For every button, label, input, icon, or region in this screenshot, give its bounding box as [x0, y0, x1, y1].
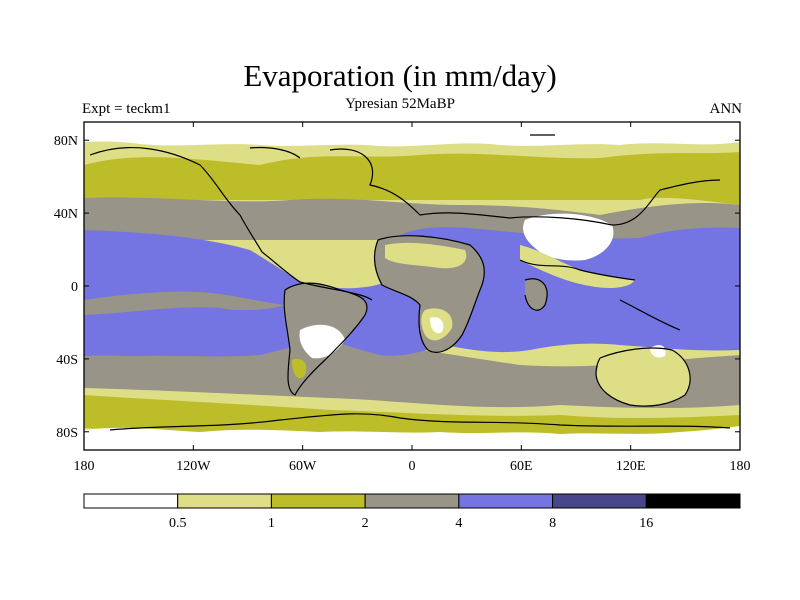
- colorbar-bin: [645, 493, 741, 509]
- lat-tick-label: 40S: [56, 353, 78, 368]
- field-south-asia: [520, 245, 635, 288]
- field-south-america-white: [299, 324, 345, 359]
- colorbar-bin: [552, 493, 647, 509]
- colorbar-label: 16: [639, 516, 653, 531]
- season-label: ANN: [709, 101, 743, 117]
- lon-tick-label: 0: [409, 459, 416, 474]
- latitude-axis: 80N 40N 0 40S 80S: [54, 134, 740, 441]
- colorbar-bin: [177, 493, 272, 509]
- coastlines: [89, 134, 731, 431]
- lat-tick-label: 40N: [54, 207, 78, 222]
- colorbar: 0.5 1 2 4 8 16: [83, 493, 741, 531]
- field-india: [525, 278, 548, 311]
- lon-tick-label: 60W: [289, 459, 317, 474]
- field-gray-equatorial: [84, 291, 285, 315]
- field-sahara: [385, 242, 467, 269]
- colorbar-label: 8: [549, 516, 556, 531]
- lat-tick-label: 80S: [56, 426, 78, 441]
- colorbar-bin: [83, 493, 179, 509]
- colorbar-label: 2: [362, 516, 369, 531]
- colorbar-label: 1: [268, 516, 275, 531]
- colorbar-label: 4: [455, 516, 462, 531]
- map-title: Evaporation (in mm/day): [243, 58, 557, 93]
- lat-tick-label: 80N: [54, 134, 78, 149]
- longitude-axis: 180 120W 60W 0 60E 120E 180: [74, 122, 751, 474]
- evaporation-field: [84, 122, 740, 450]
- field-asia-white: [523, 213, 614, 261]
- lon-tick-label: 120E: [616, 459, 646, 474]
- field-arctic-white: [84, 122, 740, 147]
- colorbar-bin: [458, 493, 554, 509]
- field-patagonia: [292, 358, 307, 379]
- field-olive-north: [84, 152, 740, 205]
- colorbar-bin: [364, 493, 460, 509]
- experiment-label: Expt = teckm1: [82, 101, 171, 117]
- lat-tick-label: 0: [71, 280, 78, 295]
- lon-tick-label: 120W: [176, 459, 211, 474]
- field-antarctic-white: [84, 426, 740, 450]
- lon-tick-label: 180: [730, 459, 751, 474]
- lon-tick-label: 180: [74, 459, 95, 474]
- field-australia: [596, 347, 691, 407]
- field-gray-south: [84, 340, 740, 409]
- map-subtitle: Ypresian 52MaBP: [345, 96, 455, 112]
- field-kalahari-white: [430, 317, 444, 334]
- colorbar-label: 0.5: [169, 516, 187, 531]
- colorbar-bin: [270, 493, 366, 509]
- lon-tick-label: 60E: [510, 459, 533, 474]
